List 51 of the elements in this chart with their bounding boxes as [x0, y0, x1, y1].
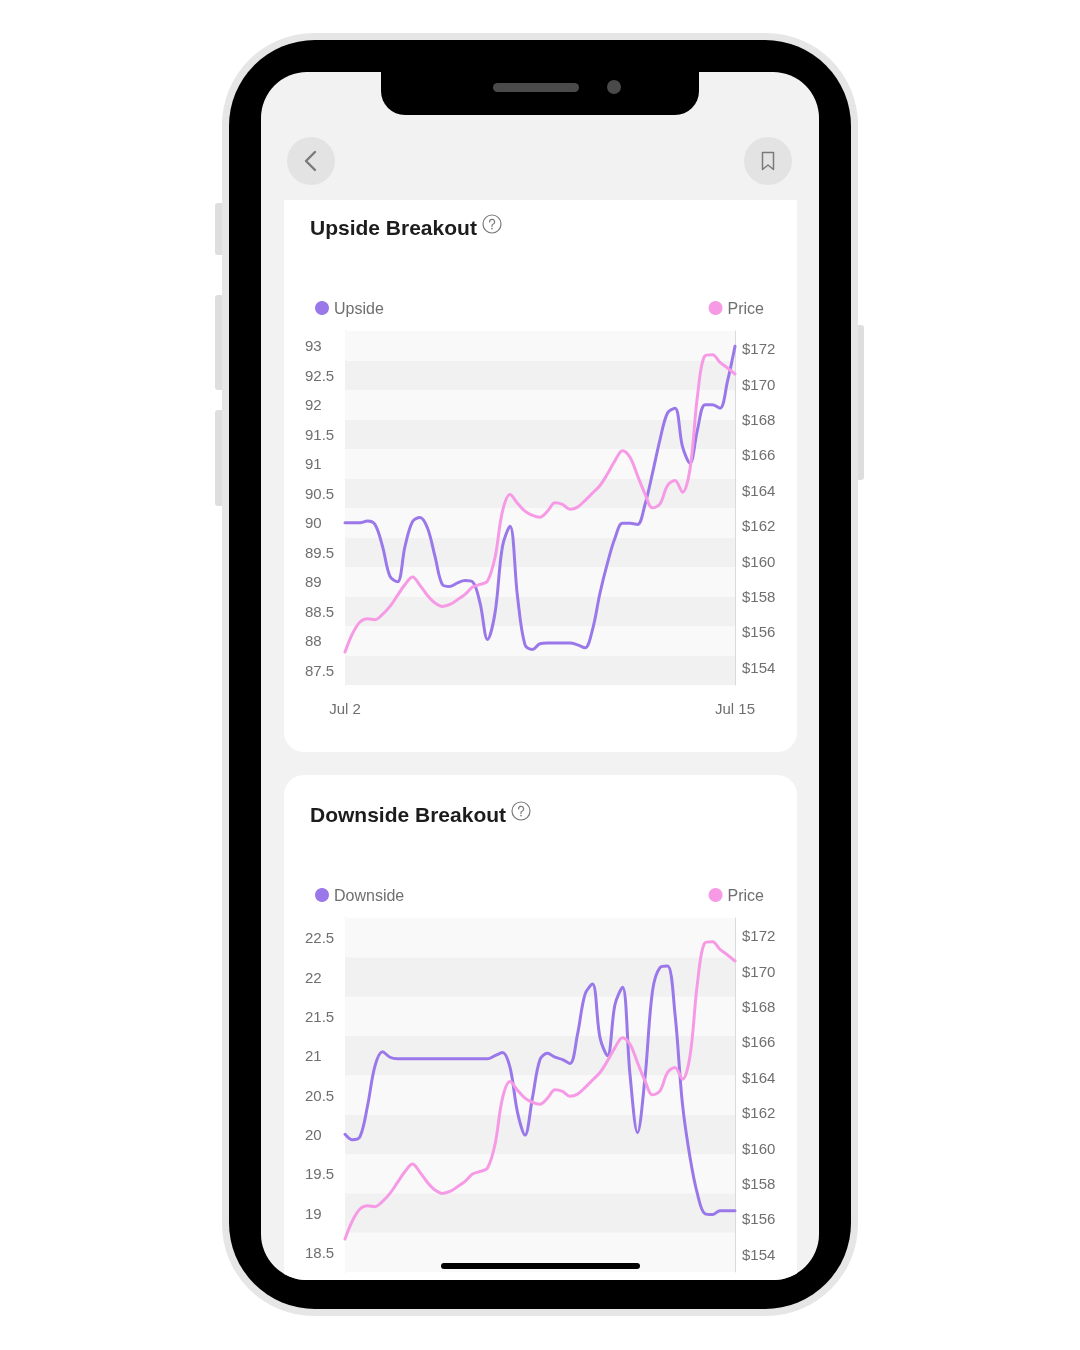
legend-label: Downside: [334, 886, 405, 904]
y-tick-label: 22: [305, 968, 322, 986]
y-tick-label: 92: [305, 396, 322, 414]
y2-tick-label: $168: [742, 998, 776, 1015]
y2-tick-label: $160: [742, 552, 776, 570]
x-tick-label: Jul 15: [714, 700, 756, 717]
y-tick-label: 91: [305, 455, 322, 473]
y-tick-label: 88: [305, 632, 322, 650]
y2-tick-label: $172: [742, 927, 776, 945]
y2-tick-label: $156: [742, 623, 776, 641]
y2-tick-label: $170: [742, 375, 776, 393]
y-tick-label: 20: [305, 1125, 322, 1143]
y2-tick-label: $162: [742, 1104, 776, 1122]
y2-tick-label: $162: [742, 517, 776, 535]
y2-tick-label: $160: [742, 1139, 776, 1157]
y-tick-label: 21.5: [305, 1007, 335, 1025]
line-series: [343, 964, 737, 1217]
chart-title: Downside Breakout: [310, 803, 507, 826]
y-tick-label: 18.5: [305, 1243, 335, 1261]
y-tick-label: 92.5: [305, 366, 335, 384]
y-tick-label: 91.5: [305, 425, 335, 443]
y2-tick-label: $154: [742, 1245, 776, 1263]
y-tick-label: 19.5: [305, 1165, 335, 1183]
y-tick-label: 20.5: [305, 1086, 335, 1104]
y-tick-label: 22.5: [305, 929, 335, 947]
y2-tick-label: $164: [742, 1068, 776, 1086]
y-tick-label: 88.5: [305, 602, 335, 620]
y-tick-label: 89: [305, 573, 322, 591]
y2-tick-label: $158: [742, 1175, 776, 1192]
line-series: [343, 940, 737, 1241]
legend-label: Price: [727, 299, 765, 317]
y2-tick-label: $166: [742, 446, 776, 464]
legend-label: Upside: [334, 299, 384, 317]
chart-title: Upside Breakout: [310, 216, 477, 239]
y2-tick-label: $156: [742, 1210, 776, 1228]
y-tick-label: 90: [305, 514, 322, 532]
y2-tick-label: $154: [742, 658, 776, 676]
y2-tick-label: $158: [742, 588, 776, 605]
y2-tick-label: $170: [742, 962, 776, 980]
x-tick-label: Jul 2: [329, 700, 361, 717]
y-tick-label: 19: [305, 1204, 322, 1222]
y-tick-label: 21: [305, 1047, 322, 1065]
legend-label: Price: [727, 886, 765, 904]
y-tick-label: 89.5: [305, 543, 335, 561]
y-tick-label: 93: [305, 337, 322, 355]
y2-tick-label: $166: [742, 1033, 776, 1051]
y2-tick-label: $168: [742, 411, 776, 428]
y2-tick-label: $172: [742, 340, 776, 358]
y-tick-label: 87.5: [305, 661, 335, 679]
y2-tick-label: $164: [742, 481, 776, 499]
y-tick-label: 90.5: [305, 484, 335, 502]
